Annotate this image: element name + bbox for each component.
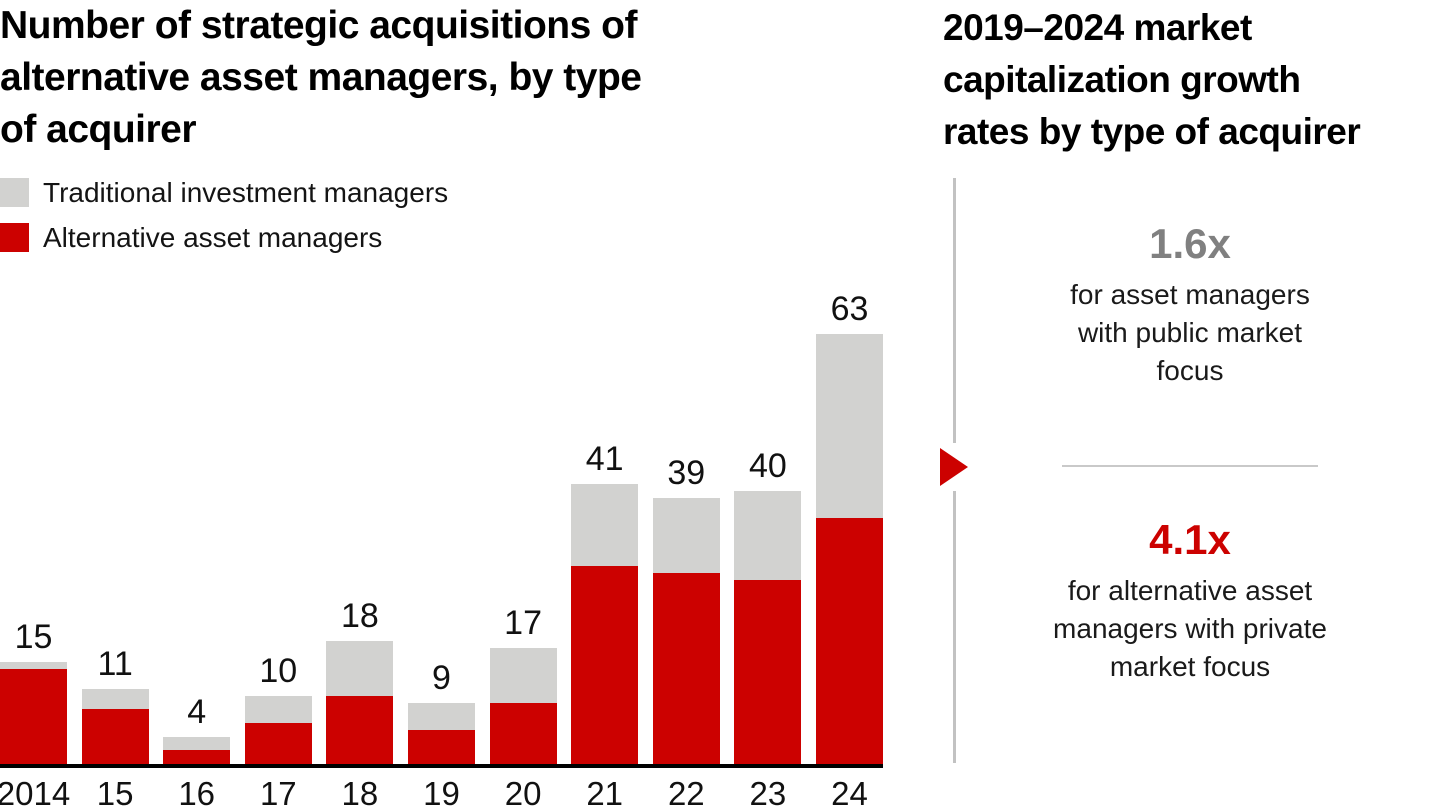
bar-segment-traditional <box>163 736 231 751</box>
stat-divider-line <box>1062 465 1318 467</box>
x-axis-label: 16 <box>178 775 216 810</box>
legend-swatch-red-icon <box>0 223 29 252</box>
bar-value-label: 40 <box>748 447 787 486</box>
bar-segment-traditional <box>0 661 67 669</box>
bar-segment-traditional <box>408 702 475 730</box>
x-axis-label: 2014 <box>0 775 71 810</box>
bar-value-label: 17 <box>504 604 542 643</box>
bar-chart: 15 2014 11 15 4 16 10 17 18 18 9 19 17 20 41 21 39 22 40 23… <box>0 290 883 810</box>
bar-segment-alternative <box>652 573 720 764</box>
bar-value-label: 4 <box>187 692 207 731</box>
bar-segment-traditional <box>734 491 802 580</box>
x-axis-label: 19 <box>423 775 460 810</box>
vertical-divider-bottom <box>953 491 956 763</box>
right-panel-title: 2019–2024 market capitalization growth r… <box>943 7 1361 152</box>
legend: Traditional investment managers Alternat… <box>0 176 449 268</box>
stat-description-private: for alternative asset managers with priv… <box>1053 575 1327 682</box>
x-axis-line <box>0 764 883 768</box>
bar-value-label: 10 <box>259 651 298 690</box>
chart-title: Number of strategic acquisitions of alte… <box>0 4 642 151</box>
legend-label: Traditional investment managers <box>43 176 449 208</box>
bar-segment-alternative <box>0 668 67 764</box>
legend-swatch-gray-icon <box>0 178 29 207</box>
bar-segment-traditional <box>326 641 394 696</box>
bar-value-label: 9 <box>432 658 451 697</box>
vertical-divider-top <box>953 178 956 443</box>
bar-segment-traditional <box>571 484 639 567</box>
bar-segment-alternative <box>244 723 312 764</box>
bar-value-label: 39 <box>667 454 706 493</box>
bar-value-label: 15 <box>14 617 53 656</box>
bar-segment-alternative <box>734 579 802 764</box>
x-axis-label: 21 <box>586 775 624 810</box>
stat-description-public: for asset managers with public market fo… <box>1070 279 1310 386</box>
legend-item-traditional: Traditional investment managers <box>0 176 449 208</box>
x-axis-label: 17 <box>259 775 297 810</box>
legend-label: Alternative asset managers <box>43 221 383 253</box>
x-axis-label: 23 <box>749 775 787 810</box>
bar-segment-alternative <box>326 695 394 764</box>
bar-segment-traditional <box>816 334 883 519</box>
legend-item-alternative: Alternative asset managers <box>0 221 448 253</box>
bar-segment-alternative <box>816 518 883 764</box>
x-axis-label: 20 <box>504 775 542 810</box>
bar-value-label: 11 <box>97 644 133 683</box>
stat-value-public: 1.6x <box>1149 220 1231 267</box>
bar-segment-traditional <box>489 648 557 703</box>
stat-public-market: 1.6x for asset managers with public mark… <box>1020 220 1360 390</box>
x-axis-label: 22 <box>667 775 705 810</box>
bar-segment-traditional <box>652 498 720 574</box>
bar-segment-alternative <box>489 702 557 764</box>
bar-segment-alternative <box>163 750 231 764</box>
bar-segment-traditional <box>244 695 312 724</box>
x-axis-label: 24 <box>831 775 868 810</box>
bar-value-label: 18 <box>340 597 379 636</box>
bar-segment-alternative <box>81 709 149 764</box>
x-axis-label: 15 <box>96 775 134 810</box>
stat-value-private: 4.1x <box>1149 516 1231 563</box>
bar-segment-traditional <box>81 688 149 710</box>
arrow-right-icon <box>940 448 968 486</box>
stat-private-market: 4.1x for alternative asset managers with… <box>1020 516 1360 686</box>
bar-value-label: 63 <box>830 290 869 329</box>
bar-segment-alternative <box>408 729 475 764</box>
bar-segment-alternative <box>571 566 639 764</box>
bar-value-label: 41 <box>585 440 624 479</box>
x-axis-label: 18 <box>341 775 379 810</box>
